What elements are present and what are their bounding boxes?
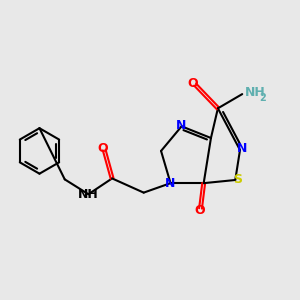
Text: N: N xyxy=(165,177,175,190)
Text: NH: NH xyxy=(245,86,266,99)
Text: S: S xyxy=(233,173,242,186)
Text: O: O xyxy=(187,77,198,90)
Text: 2: 2 xyxy=(259,93,266,103)
Text: N: N xyxy=(176,119,186,132)
Text: O: O xyxy=(97,142,108,154)
Text: O: O xyxy=(195,204,205,217)
Text: NH: NH xyxy=(78,188,99,201)
Text: N: N xyxy=(237,142,247,154)
